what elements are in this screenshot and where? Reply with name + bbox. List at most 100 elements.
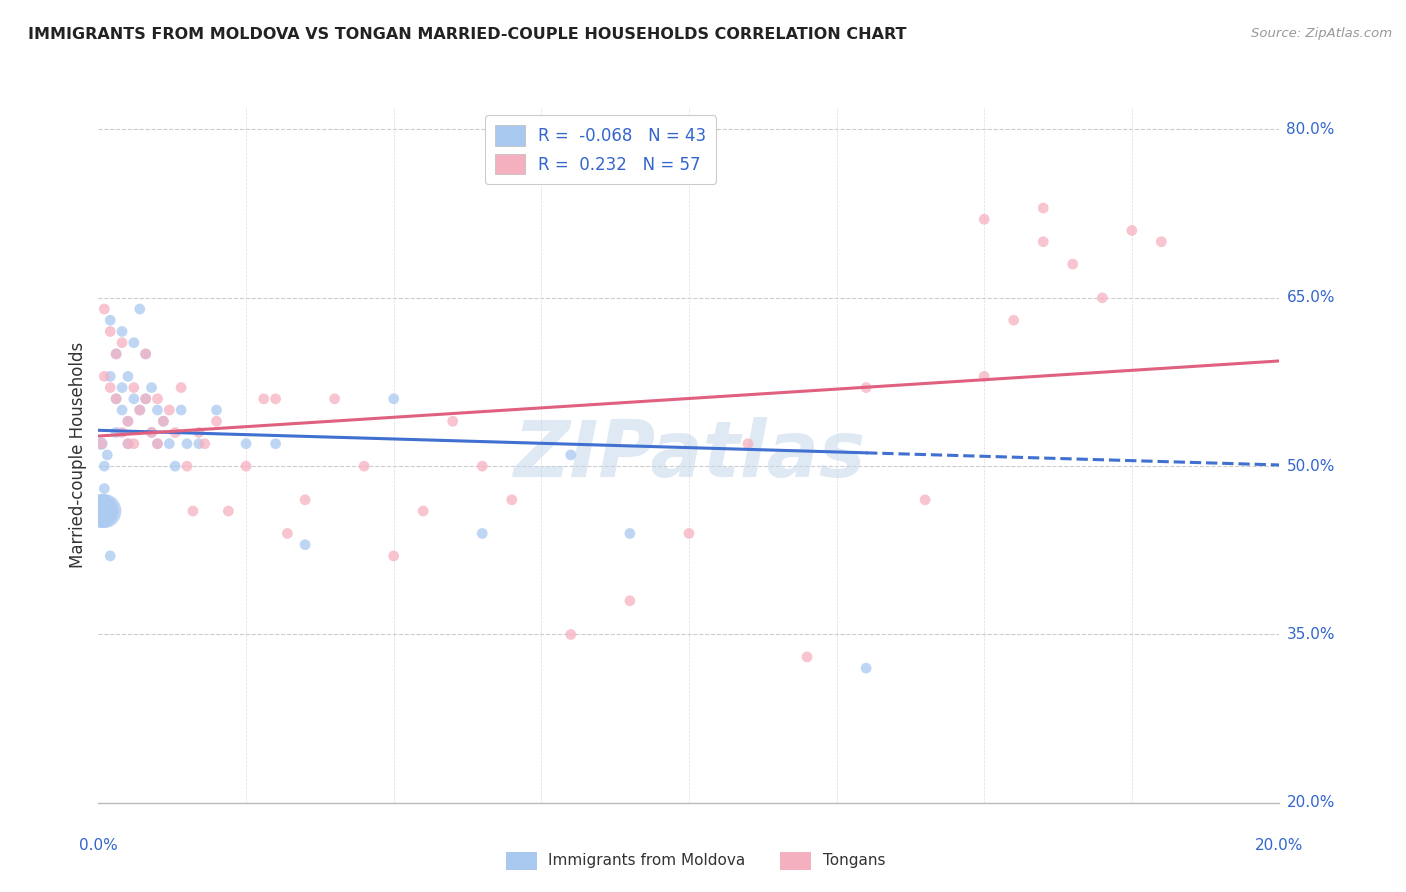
Point [93,301,115,316]
Point [253,392,276,406]
Point [678,526,700,541]
Point [796,649,818,664]
Text: 50.0%: 50.0% [1286,458,1334,474]
Point [1062,257,1084,271]
Point [441,414,464,428]
Point [165,459,187,474]
Point [264,436,287,450]
Point [117,414,139,428]
Point [264,392,287,406]
Point [157,403,180,417]
Point [471,526,494,541]
Point [117,436,139,450]
Point [1150,235,1173,249]
Point [152,414,174,428]
Point [98,369,121,384]
Point [117,369,139,384]
Point [276,526,298,541]
Point [98,381,121,395]
Point [382,392,405,406]
Text: Source: ZipAtlas.com: Source: ZipAtlas.com [1251,27,1392,40]
Point [560,627,582,641]
Point [412,504,434,518]
Text: Immigrants from Moldova: Immigrants from Moldova [548,854,745,868]
Text: 65.0%: 65.0% [1286,290,1334,305]
Point [141,425,163,440]
Point [855,661,877,675]
Point [619,594,641,608]
Point [98,325,121,339]
Point [973,369,995,384]
Point [560,448,582,462]
Point [855,381,877,395]
Point [176,436,198,450]
Text: 80.0%: 80.0% [1286,122,1334,137]
Point [205,414,228,428]
Point [973,212,995,227]
Point [187,425,209,440]
Point [235,436,257,450]
Point [914,492,936,507]
Point [1032,235,1054,249]
Point [128,403,150,417]
Point [382,549,405,563]
Point [141,425,163,440]
Point [176,459,198,474]
Point [146,436,169,450]
Point [353,459,375,474]
Point [170,381,193,395]
Text: 20.0%: 20.0% [1286,796,1334,810]
Text: Tongans: Tongans [823,854,884,868]
Point [93,482,115,496]
Point [157,436,180,450]
Point [105,392,128,406]
Point [181,504,204,518]
Text: 0.0%: 0.0% [79,838,118,854]
Point [105,347,128,361]
Point [93,369,115,384]
Point [146,436,169,450]
Point [135,392,157,406]
Point [122,335,145,350]
Point [111,403,134,417]
Point [90,436,112,450]
Point [128,301,150,316]
Point [93,459,115,474]
Text: IMMIGRANTS FROM MOLDOVA VS TONGAN MARRIED-COUPLE HOUSEHOLDS CORRELATION CHART: IMMIGRANTS FROM MOLDOVA VS TONGAN MARRIE… [28,27,907,42]
Point [1121,223,1143,237]
Point [117,414,139,428]
Point [135,392,157,406]
Point [737,436,759,450]
Point [105,347,128,361]
Point [93,504,115,518]
Point [90,436,112,450]
Point [122,392,145,406]
Point [619,526,641,541]
Point [165,425,187,440]
Point [90,504,112,518]
Point [501,492,523,507]
Point [122,436,145,450]
Point [128,403,150,417]
Point [294,492,316,507]
Point [217,504,239,518]
Point [146,392,169,406]
Legend: R =  -0.068   N = 43, R =  0.232   N = 57: R = -0.068 N = 43, R = 0.232 N = 57 [485,115,716,185]
Point [98,549,121,563]
Point [122,381,145,395]
Text: ZIPatlas: ZIPatlas [513,417,865,493]
Point [187,436,209,450]
Y-axis label: Married-couple Households: Married-couple Households [69,342,87,568]
Point [135,347,157,361]
Point [135,347,157,361]
Point [235,459,257,474]
Point [96,448,118,462]
Point [1032,201,1054,215]
Text: 20.0%: 20.0% [1256,838,1303,854]
Point [1091,291,1114,305]
Point [98,313,121,327]
Text: 35.0%: 35.0% [1286,627,1334,642]
Point [205,403,228,417]
Point [105,392,128,406]
Point [471,459,494,474]
